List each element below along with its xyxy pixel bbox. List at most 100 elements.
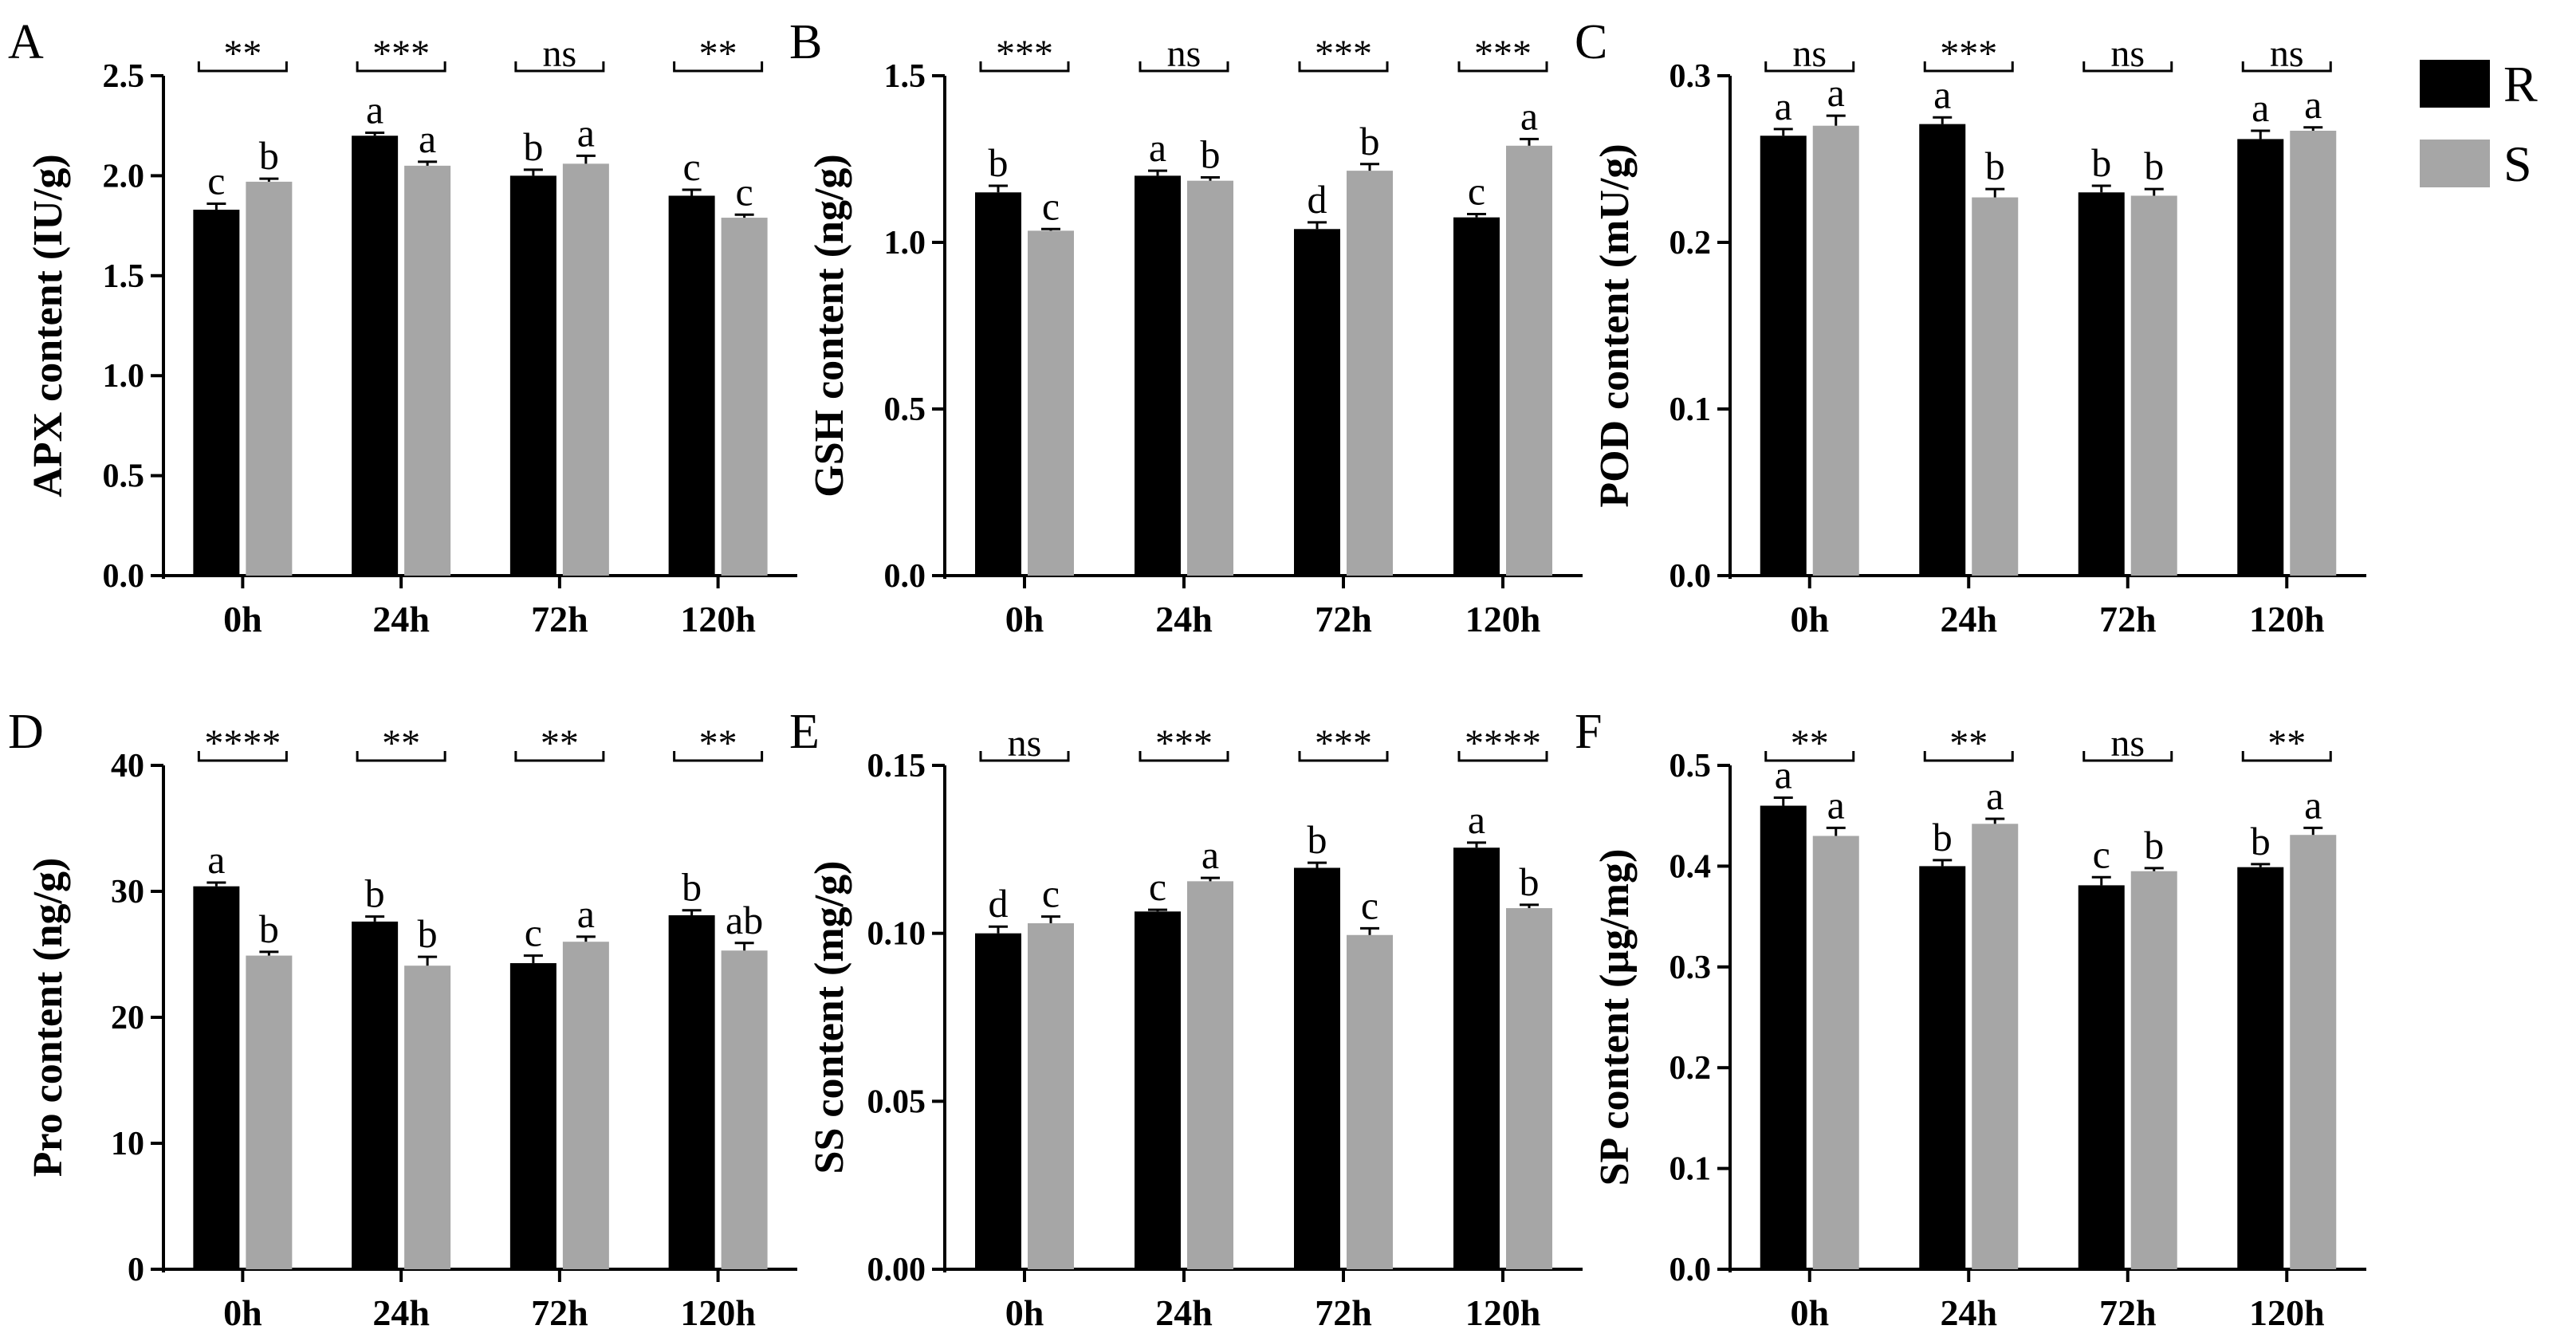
bar-s-0h — [1028, 230, 1074, 576]
significance-bracket — [2241, 751, 2332, 762]
y-tick-label: 40 — [111, 748, 144, 785]
y-tick-label: 0.0 — [884, 558, 926, 595]
x-tick-label: 120h — [680, 1292, 756, 1333]
panel-letter: D — [8, 705, 44, 759]
x-tick-label: 24h — [372, 599, 430, 639]
panel-a: A APX content (IU/g) 0.0 0.5 1.0 1.5 2.0 2.5 0h c… — [8, 15, 797, 639]
group-letter: b — [989, 140, 1009, 185]
significance-bracket — [979, 61, 1070, 73]
significance-label: ** — [2267, 722, 2306, 765]
group-letter: b — [523, 124, 543, 169]
significance-label: ns — [1008, 722, 1042, 765]
group-letter: ab — [726, 898, 763, 942]
bar-r-0h — [1760, 805, 1807, 1269]
group-letter: b — [2251, 819, 2271, 863]
panel-letter: A — [8, 15, 44, 69]
group-letter: d — [989, 881, 1009, 926]
significance-label: ns — [2110, 33, 2145, 75]
x-tick-label: 120h — [680, 599, 756, 639]
x-tick-label: 72h — [2099, 1292, 2157, 1333]
bar-r-72h — [1294, 229, 1340, 576]
legend-label: R — [2503, 56, 2538, 112]
significance-label: ** — [382, 722, 420, 765]
significance-bracket — [197, 751, 288, 762]
group-letter: b — [1360, 119, 1380, 163]
significance-label: *** — [1940, 33, 1997, 75]
group-letter: c — [207, 159, 225, 203]
group-letter: a — [577, 891, 595, 936]
x-tick-label: 120h — [2249, 599, 2325, 639]
bar-r-72h — [2078, 885, 2125, 1269]
bar-r-72h — [509, 175, 556, 576]
y-tick-label: 0.3 — [1669, 58, 1712, 95]
x-tick-label: 72h — [531, 599, 588, 639]
y-tick-label: 0.5 — [103, 458, 145, 495]
x-tick-label: 72h — [1315, 1292, 1372, 1333]
x-tick-label: 0h — [1005, 599, 1044, 639]
panel-letter: B — [789, 15, 822, 69]
group-letter: c — [1468, 168, 1485, 213]
group-letter: c — [1042, 871, 1060, 916]
group-letter: a — [1827, 70, 1845, 115]
significance-bracket — [1139, 61, 1229, 73]
significance-label: *** — [996, 33, 1053, 75]
significance-bracket — [673, 61, 764, 73]
group-letter: b — [1308, 817, 1327, 862]
y-axis-title: SP content (µg/mg) — [1592, 849, 1638, 1186]
panel-letter: F — [1575, 705, 1602, 759]
y-tick-label: 0.4 — [1669, 848, 1712, 885]
y-axis-title: GSH content (ng/g) — [807, 154, 852, 497]
bar-r-0h — [975, 933, 1021, 1269]
legend: RS — [2420, 56, 2538, 192]
y-tick-label: 0.5 — [1669, 748, 1712, 785]
bar-r-120h — [668, 195, 715, 576]
significance-label: ** — [699, 33, 737, 75]
significance-label: *** — [1315, 722, 1372, 765]
significance-label: ** — [1791, 722, 1829, 765]
panel-f: F SP content (µg/mg) 0.0 0.1 0.2 0.3 0.4 0.5 0h a… — [1575, 705, 2366, 1333]
x-tick-label: 24h — [1155, 1292, 1213, 1333]
group-letter: b — [682, 865, 702, 910]
y-tick-label: 0.5 — [884, 391, 926, 428]
y-tick-label: 1.5 — [103, 258, 145, 295]
y-tick-label: 0.0 — [1669, 558, 1712, 595]
significance-bracket — [356, 751, 446, 762]
bar-r-24h — [1135, 911, 1181, 1269]
significance-label: *** — [1315, 33, 1372, 75]
significance-bracket — [673, 751, 764, 762]
bar-s-72h — [1347, 171, 1393, 576]
group-letter: a — [577, 110, 595, 155]
significance-label: **** — [204, 722, 281, 765]
x-tick-label: 120h — [2249, 1292, 2325, 1333]
bar-s-72h — [562, 942, 609, 1269]
significance-bracket — [1457, 751, 1548, 762]
y-tick-label: 30 — [111, 874, 144, 910]
bar-s-24h — [404, 965, 451, 1269]
group-letter: a — [2252, 85, 2269, 130]
bar-r-0h — [193, 886, 240, 1269]
bar-s-120h — [1506, 908, 1552, 1269]
group-letter: a — [1775, 752, 1792, 796]
y-tick-label: 1.5 — [884, 58, 926, 95]
y-axis-title: POD content (mU/g) — [1592, 144, 1638, 507]
bar-r-120h — [1453, 217, 1500, 576]
group-letter: b — [2091, 140, 2111, 185]
significance-label: ** — [699, 722, 737, 765]
bar-s-24h — [1187, 180, 1233, 576]
significance-bracket — [1139, 751, 1229, 762]
group-letter: b — [1933, 815, 1953, 859]
bar-s-24h — [404, 165, 451, 576]
x-tick-label: 24h — [372, 1292, 430, 1333]
group-letter: a — [366, 87, 383, 132]
group-letter: a — [1149, 125, 1166, 170]
bar-s-24h — [1972, 197, 2019, 576]
group-letter: c — [683, 144, 701, 189]
y-tick-label: 10 — [111, 1126, 144, 1162]
y-tick-label: 20 — [111, 1000, 144, 1036]
y-axis-title: APX content (IU/g) — [26, 154, 71, 497]
significance-label: **** — [1465, 722, 1541, 765]
bar-r-0h — [1760, 136, 1807, 576]
